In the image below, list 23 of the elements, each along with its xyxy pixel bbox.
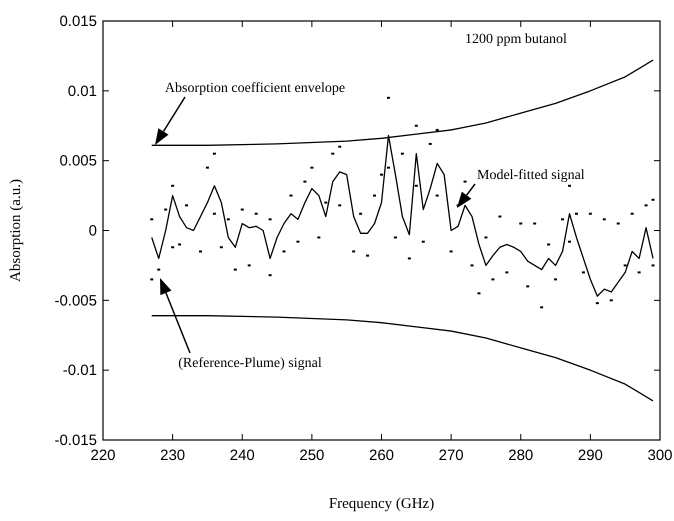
x-tick-label: 270: [438, 447, 464, 464]
annotation: Model-fitted signal: [477, 168, 585, 183]
y-tick-label: 0.01: [68, 82, 97, 100]
x-tick-label: 280: [508, 447, 534, 464]
line-series: [151, 315, 654, 402]
x-tick-label: 260: [368, 447, 394, 464]
y-tick-label: 0: [88, 222, 97, 240]
y-axis-title: Absorption (a.u.): [8, 179, 24, 282]
x-axis-title: Frequency (GHz): [328, 496, 434, 512]
y-tick-label: -0.015: [54, 432, 97, 449]
y-tick-label: 0.005: [59, 152, 97, 170]
x-tick-label: 290: [578, 447, 603, 464]
y-tick-label: -0.005: [54, 292, 97, 310]
x-tick-label: 250: [299, 447, 324, 464]
annotation: (Reference-Plume) signal: [178, 356, 322, 371]
x-tick-label: 230: [160, 447, 186, 464]
y-tick-label: -0.01: [62, 362, 97, 380]
annotation: Absorption coefficient envelope: [164, 81, 346, 96]
annotation: 1200 ppm butanol: [465, 32, 568, 47]
x-tick-label: 240: [230, 447, 255, 464]
x-tick-label: 300: [647, 447, 673, 464]
x-tick-label: 220: [90, 447, 116, 464]
y-tick-label: 0.015: [59, 13, 97, 30]
